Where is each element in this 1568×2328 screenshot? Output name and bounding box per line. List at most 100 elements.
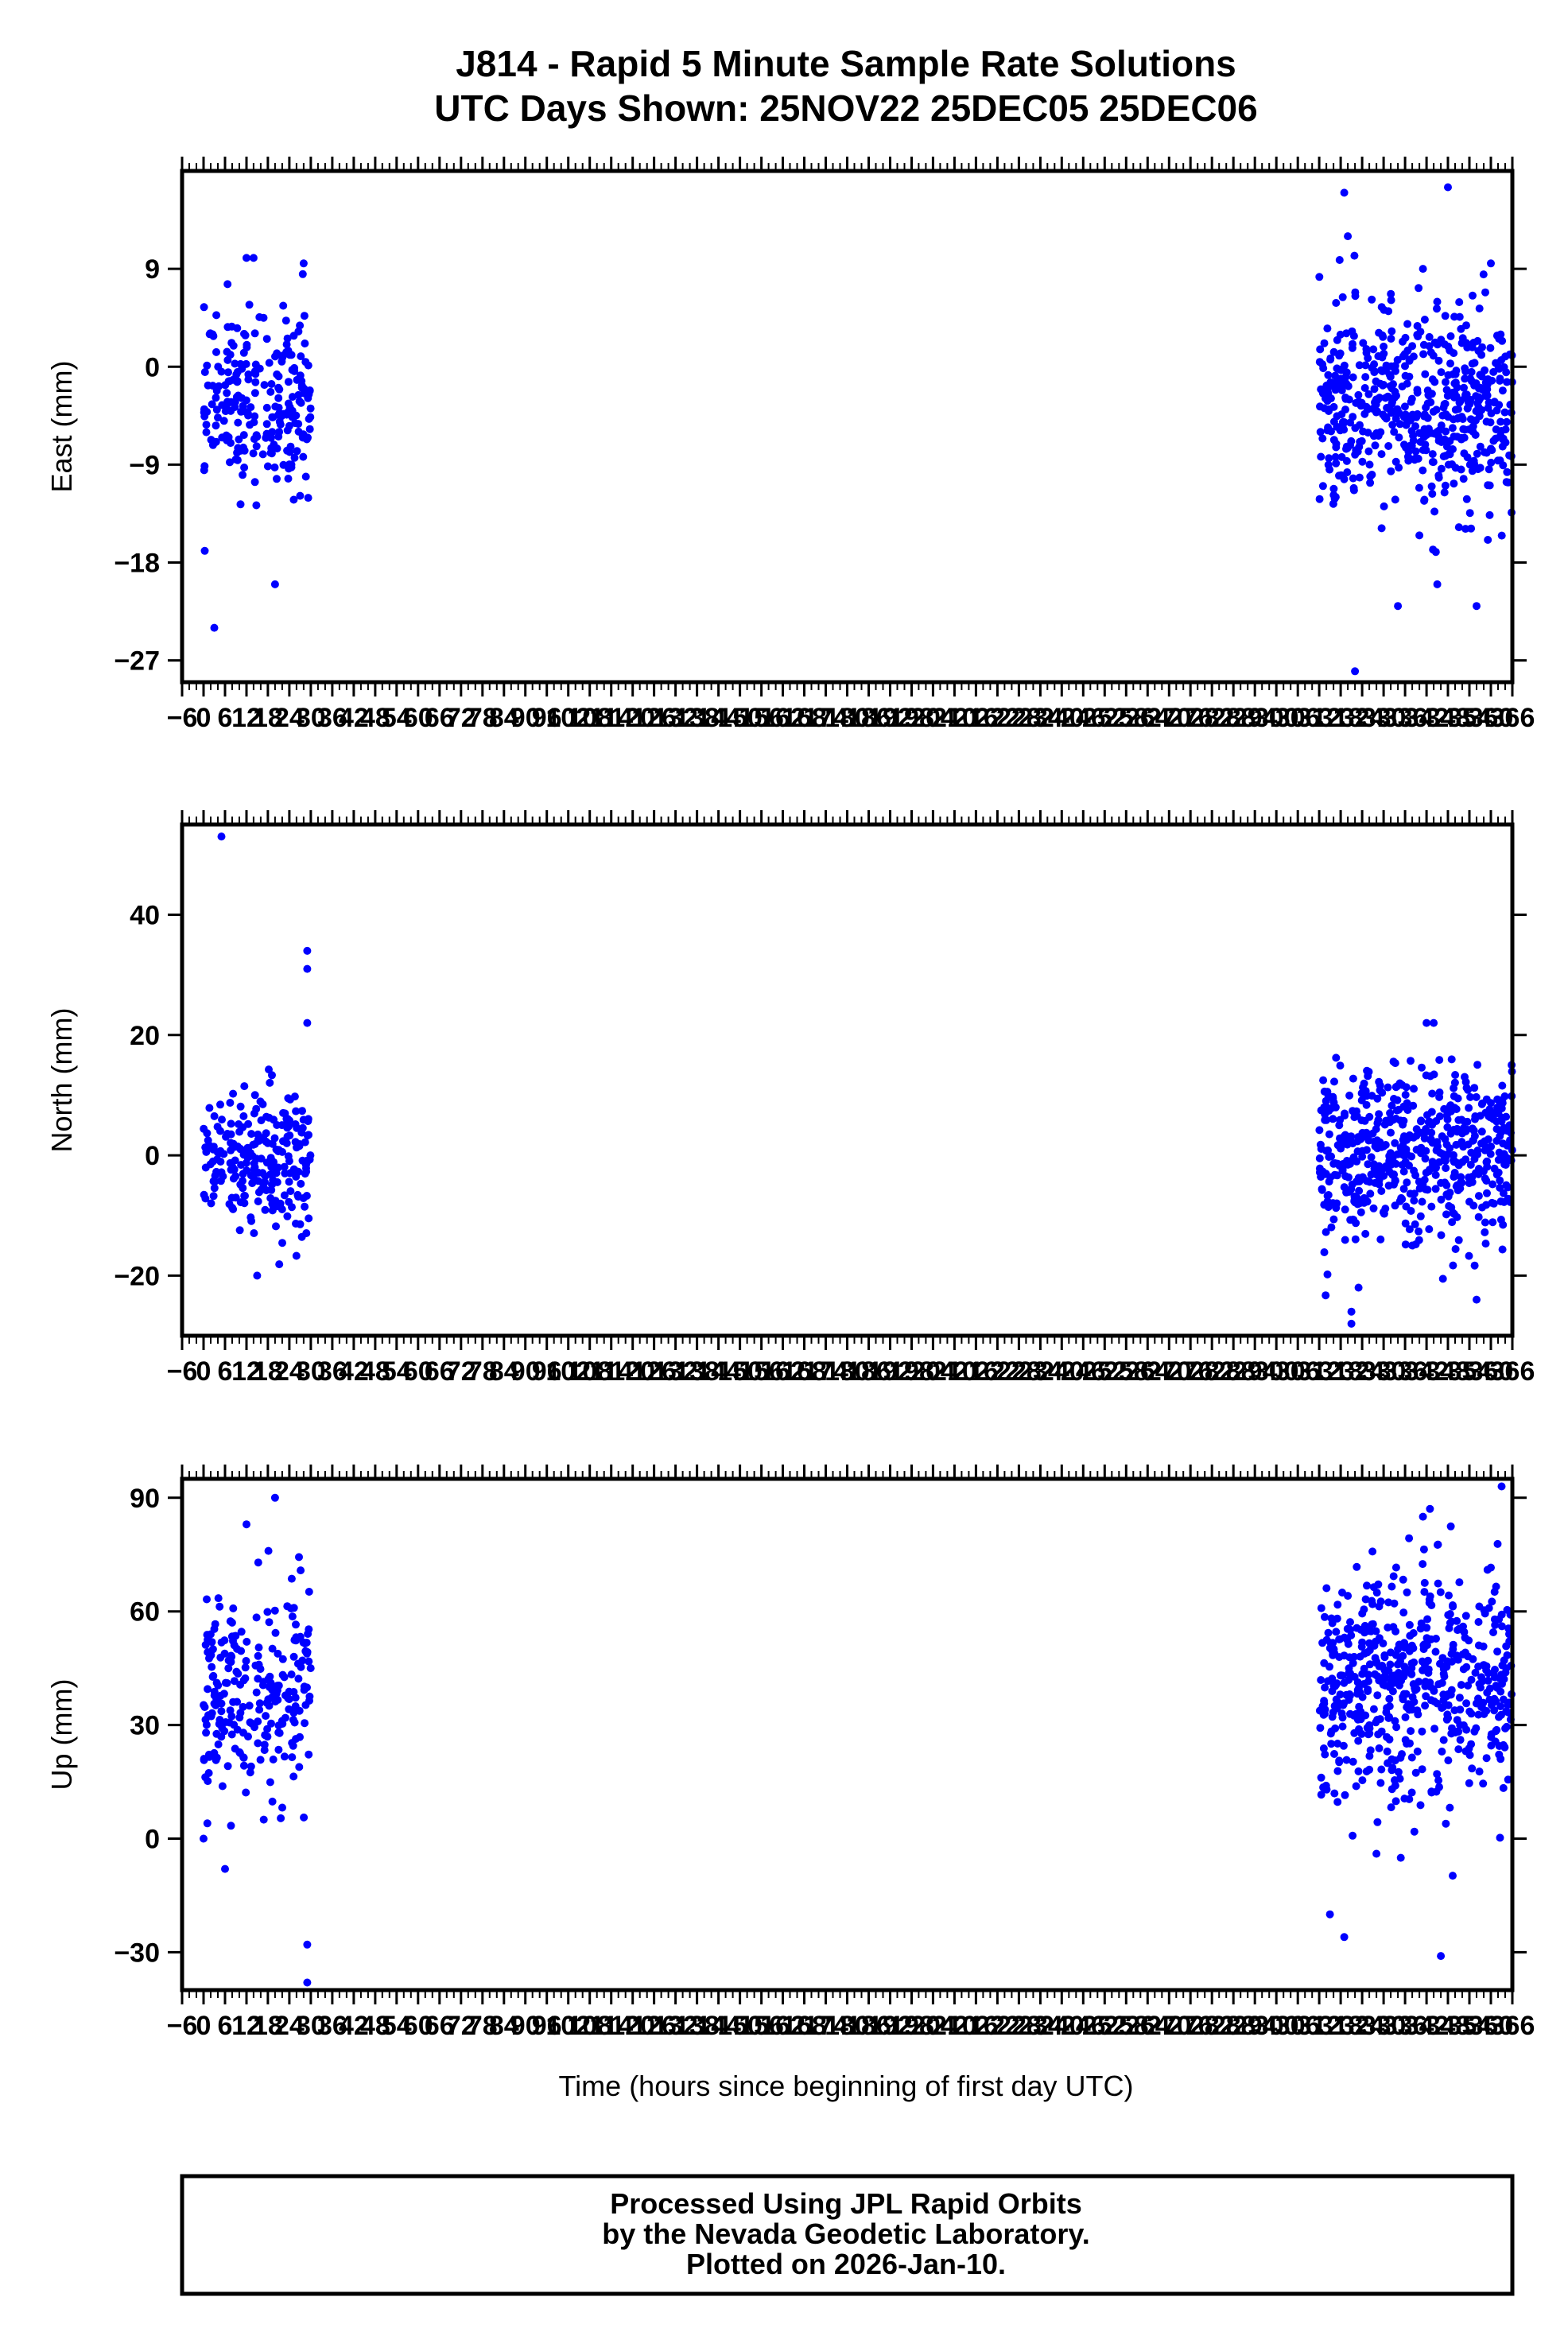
x-tick-label: 252 [1082,703,1127,733]
data-point [1446,1803,1454,1812]
data-point [206,1630,215,1639]
data-point [1445,1591,1453,1600]
data-point [1442,427,1450,436]
x-tick-label: 186 [846,703,891,733]
x-tick-label: 132 [653,1356,698,1387]
x-tick-label: 288 [1211,703,1256,733]
x-tick-label: 246 [1061,1356,1106,1387]
data-point [1333,1600,1342,1609]
x-tick-label: 138 [674,703,720,733]
data-point [1376,1086,1384,1095]
data-point [1390,1095,1398,1103]
data-point [1399,1185,1408,1193]
data-point [245,1701,254,1710]
data-point [1416,1212,1425,1220]
data-point [1426,1592,1434,1600]
data-point [1452,1140,1461,1149]
data-point [1362,348,1371,357]
data-point [1498,386,1507,395]
data-point [202,1721,211,1729]
data-point [1383,404,1391,412]
data-point [240,1192,249,1200]
data-point [1382,414,1391,423]
data-point [1400,402,1409,411]
data-point [231,455,240,464]
x-tick-label: 126 [631,2011,677,2041]
data-point [1351,1235,1360,1244]
data-point [1403,1740,1411,1748]
data-point [251,370,260,378]
data-point [1375,1110,1384,1119]
data-point [1504,478,1512,487]
data-point [1481,1137,1489,1146]
data-point [1492,1125,1501,1133]
data-point [1479,1779,1488,1788]
data-point [221,1864,229,1873]
data-point [305,1750,313,1759]
data-point [1387,296,1395,305]
data-point [1484,481,1492,490]
x-tick-label: 120 [610,703,655,733]
x-tick-label: 42 [339,1356,369,1387]
data-point [1481,288,1489,297]
data-point [1473,449,1481,458]
data-point [1375,1674,1384,1682]
x-tick-label: 114 [589,703,633,733]
data-point [1332,1204,1341,1212]
data-point [1372,408,1380,417]
data-point [1497,531,1506,540]
data-point [1412,413,1421,421]
data-point [1420,1130,1429,1139]
data-point [1378,331,1387,340]
x-tick-label: 90 [510,1356,541,1387]
data-point [1421,1154,1430,1163]
data-point [1477,1703,1486,1712]
data-point [237,1628,246,1636]
data-point [1387,289,1395,298]
data-point [1422,1641,1431,1650]
x-tick-label: 210 [932,2011,977,2041]
x-tick-label: 174 [803,1356,848,1387]
x-tick-label: 66 [425,1356,455,1387]
data-point [270,1493,279,1502]
data-point [214,363,223,371]
data-point [1477,1683,1485,1692]
data-point [212,311,221,320]
data-point [1420,1578,1429,1587]
data-point [1468,359,1477,368]
data-point [1340,1933,1349,1942]
data-point [1467,1675,1476,1684]
x-tick-label: 144 [696,1356,741,1387]
data-point [1475,384,1483,393]
data-point [278,1205,286,1213]
data-point [1333,1171,1341,1180]
data-point [1321,1683,1329,1692]
data-point [1370,385,1379,394]
x-tick-label: 78 [468,703,498,733]
data-point [1325,454,1333,463]
data-point [227,1822,235,1830]
data-point [239,348,248,357]
data-point [1315,1126,1324,1135]
data-point [1321,1110,1329,1119]
data-point [303,1978,312,1987]
data-point [262,335,271,343]
data-point [1435,1092,1444,1101]
data-point [256,1097,265,1106]
data-point [1405,1647,1414,1655]
data-point [273,475,281,483]
data-point [229,375,238,384]
data-point [1369,1204,1378,1212]
data-point [1350,1729,1359,1737]
x-tick-label: 132 [653,2011,698,2041]
data-point [1502,368,1511,377]
data-point [1500,408,1509,417]
data-point [298,270,307,278]
data-point [250,412,259,421]
y-tick-label: −20 [114,1261,160,1291]
data-point [1329,436,1338,444]
data-point [300,312,309,320]
x-tick-label: 354 [1447,703,1492,733]
chart-title-line1: J814 - Rapid 5 Minute Sample Rate Soluti… [456,43,1236,84]
data-point [1391,1083,1400,1092]
